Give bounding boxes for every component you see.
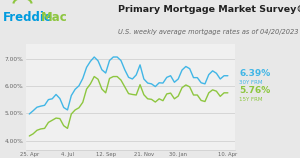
- Text: Freddie: Freddie: [3, 11, 53, 24]
- Text: U.S. weekly average mortgage rates as of 04/20/2023: U.S. weekly average mortgage rates as of…: [118, 29, 299, 35]
- Text: Mac: Mac: [40, 11, 67, 24]
- Text: Primary Mortgage Market Survey®: Primary Mortgage Market Survey®: [118, 5, 300, 14]
- Text: 15Y FRM: 15Y FRM: [239, 97, 262, 102]
- Text: 6.39%: 6.39%: [239, 69, 270, 78]
- Text: 30Y FRM: 30Y FRM: [239, 79, 262, 85]
- Text: 5.76%: 5.76%: [239, 86, 270, 95]
